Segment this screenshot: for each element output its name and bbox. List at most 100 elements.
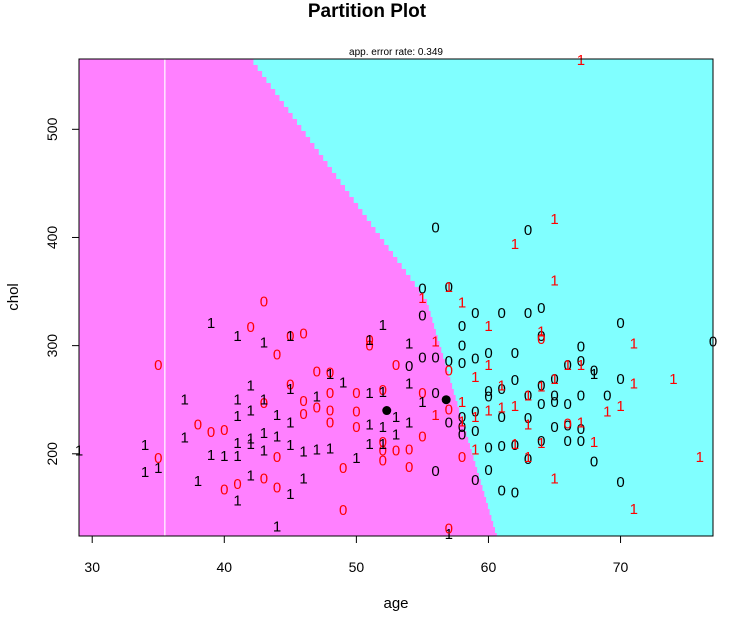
data-point: 1 [365,332,373,349]
data-point: 0 [577,421,585,438]
data-point: 0 [379,382,387,399]
data-point: 1 [260,443,268,460]
data-point: 1 [616,398,624,415]
data-point: 0 [365,332,373,349]
data-point: 0 [616,474,624,491]
data-point: 0 [392,357,400,374]
data-point: 1 [603,404,611,421]
data-point: 1 [326,440,334,457]
data-point: 0 [207,424,215,441]
data-point: 0 [431,350,439,367]
data-point: 0 [313,364,321,381]
data-point: 1 [286,381,294,398]
data-point: 0 [445,353,453,370]
data-point: 0 [445,520,453,537]
data-point: 1 [181,392,189,409]
data-point: 1 [299,471,307,488]
data-point: 0 [484,439,492,456]
x-tick-label: 50 [349,559,365,575]
data-point: 1 [471,409,479,426]
plot-frame [78,58,714,537]
data-point: 1 [577,52,585,69]
data-point: 1 [339,374,347,391]
data-point: 1 [418,394,426,411]
data-point: 0 [590,363,598,380]
data-point: 0 [273,346,281,363]
data-point: 0 [537,433,545,450]
data-point: 0 [379,443,387,460]
data-point: 0 [458,409,466,426]
data-point: 0 [352,385,360,402]
data-point: 0 [431,220,439,237]
data-point: 1 [511,436,519,453]
data-point: 0 [405,459,413,476]
data-point: 1 [365,436,373,453]
data-point: 0 [458,419,466,436]
data-point: 1 [379,436,387,453]
data-point: 0 [577,339,585,356]
data-point: 1 [365,385,373,402]
data-point: 0 [471,404,479,421]
data-point: 0 [431,463,439,480]
data-point: 1 [247,431,255,448]
data-point: 1 [181,430,189,447]
data-point: 1 [326,366,334,383]
data-point: 1 [233,328,241,345]
data-point: 1 [669,371,677,388]
data-point: 1 [154,460,162,477]
data-point: 0 [550,387,558,404]
data-point: 0 [577,353,585,370]
data-point: 1 [696,449,704,466]
data-point: 1 [233,492,241,509]
data-point: 0 [260,471,268,488]
data-point: 1 [379,384,387,401]
data-point: 0 [339,460,347,477]
data-point: 1 [471,442,479,459]
data-point: 0 [577,387,585,404]
data-point: 0 [313,399,321,416]
data-point: 1 [524,417,532,434]
data-point: 0 [484,383,492,400]
data-point: 1 [392,426,400,443]
data-point: 0 [445,363,453,380]
data-point: 1 [630,376,638,393]
data-point: 1 [550,371,558,388]
data-point: 1 [273,407,281,424]
data-point: 0 [445,279,453,296]
data-point: 0 [616,315,624,332]
data-point: 1 [260,425,268,442]
data-point: 1 [260,334,268,351]
data-point: 0 [418,385,426,402]
data-point: 0 [537,300,545,317]
data-point: 0 [379,452,387,469]
data-point: 0 [418,350,426,367]
data-point: 0 [484,462,492,479]
data-point: 1 [299,444,307,461]
data-point: 1 [630,336,638,353]
region-class-0 [79,59,497,536]
y-axis: 200 300 400 500 [44,117,79,465]
data-point: 0 [511,372,519,389]
data-point: 1 [537,435,545,452]
data-point: 1 [286,414,294,431]
data-point: 0 [564,433,572,450]
data-point: 0 [498,409,506,426]
data-point: 0 [352,404,360,421]
data-point: 0 [458,338,466,355]
data-point: 0 [603,387,611,404]
x-tick-label: 60 [481,559,497,575]
data-point: 0 [392,443,400,460]
data-point: 1 [247,403,255,420]
data-point: 0 [365,338,373,355]
data-point: 0 [286,377,294,394]
data-point: 0 [379,434,387,451]
plot-area: 1 11 1001101011001011111011111100011110001… [75,52,717,543]
x-axis: 30 40 50 60 70 [84,536,629,575]
data-point: 1 [379,317,387,334]
data-point: 0 [550,371,558,388]
data-point: 0 [524,387,532,404]
data-point: 0 [458,318,466,335]
data-point: 0 [458,449,466,466]
data-point: 0 [498,438,506,455]
